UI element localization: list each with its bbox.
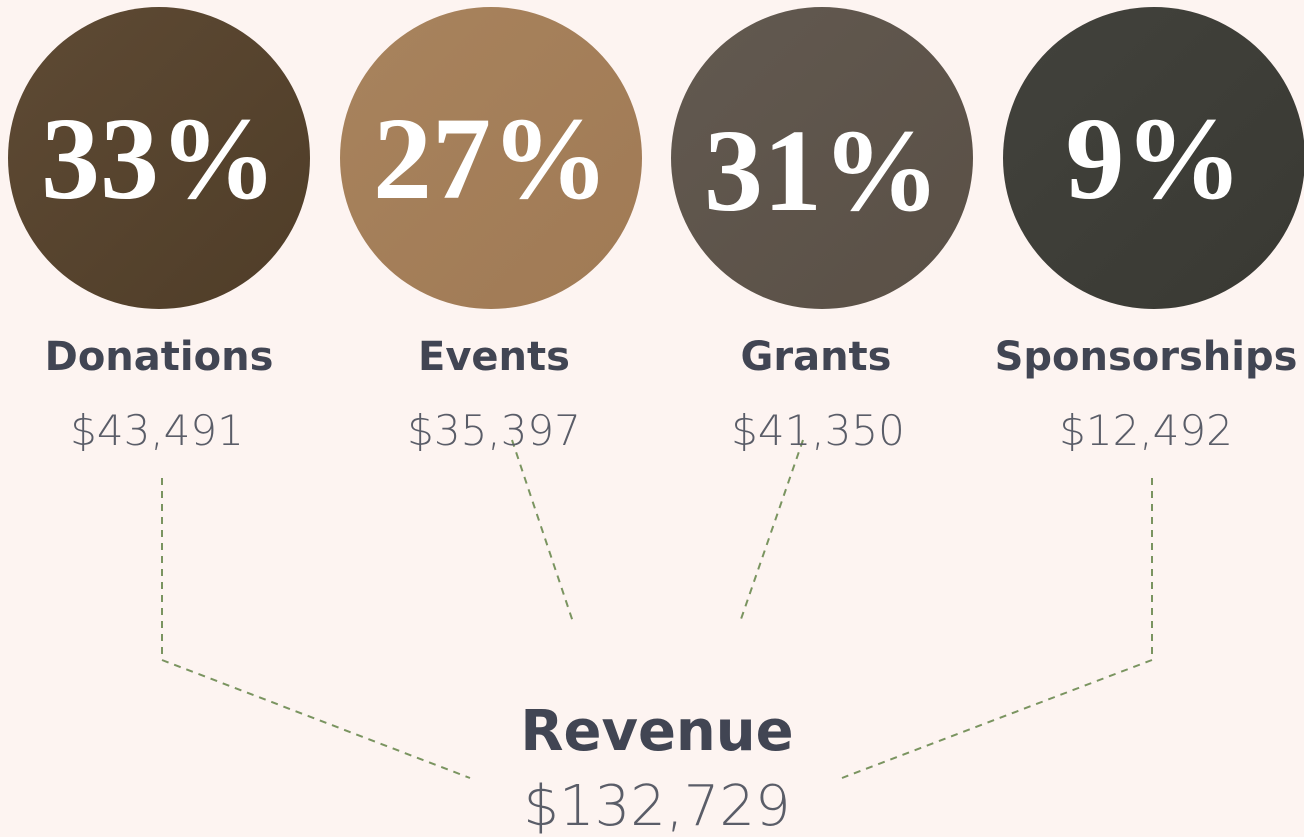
label: Events (418, 334, 570, 380)
connector (841, 478, 1153, 779)
circle (1003, 7, 1304, 309)
amount: $12,492 (1059, 406, 1233, 455)
label: Grants (741, 334, 892, 380)
label: Donations (45, 334, 274, 380)
circle (8, 7, 310, 309)
amount: $35,397 (407, 406, 581, 455)
amount: $43,491 (70, 406, 244, 455)
percent: 31% (704, 105, 940, 236)
total-amount: $132,729 (523, 774, 790, 837)
connector (739, 439, 804, 623)
circle (340, 7, 642, 309)
connector (161, 478, 471, 779)
percent: 27% (373, 93, 609, 224)
percent: 33% (41, 93, 277, 224)
percent: 9% (1066, 93, 1243, 224)
amount: $41,350 (731, 406, 905, 455)
circle (671, 7, 973, 309)
total-label: Revenue (520, 699, 793, 764)
label: Sponsorships (995, 334, 1298, 380)
connector (511, 439, 574, 623)
